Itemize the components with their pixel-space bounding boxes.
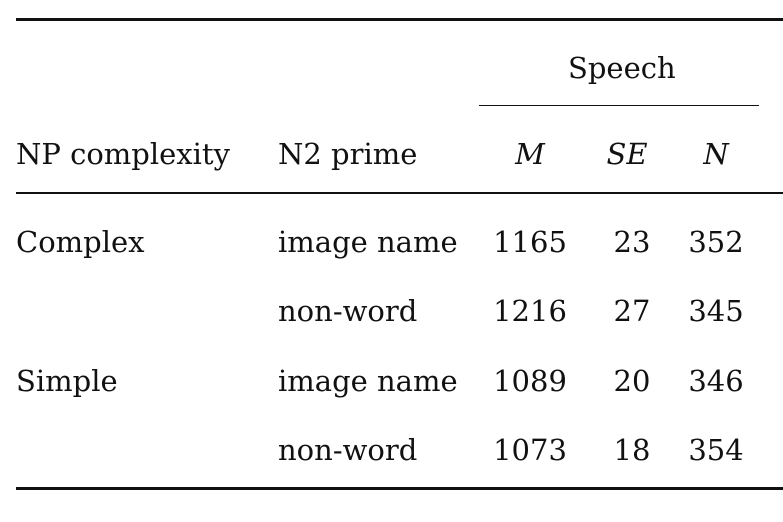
speech-group-rule xyxy=(479,105,759,106)
cell-se: 18 xyxy=(613,433,651,467)
cell-m: 1165 xyxy=(493,225,567,259)
cell-n2-prime: image name xyxy=(278,225,458,259)
bottom-rule xyxy=(16,487,783,490)
cell-se: 20 xyxy=(613,364,651,398)
cell-n: 352 xyxy=(688,225,744,259)
cell-n2-prime: image name xyxy=(278,364,458,398)
group-header-speech: Speech xyxy=(568,51,676,85)
cell-n: 345 xyxy=(688,294,744,328)
cell-n2-prime: non-word xyxy=(278,294,418,328)
column-header-n2-prime: N2 prime xyxy=(278,137,418,171)
header-rule xyxy=(16,192,783,194)
cell-m: 1216 xyxy=(493,294,567,328)
column-header-n: N xyxy=(703,137,729,171)
cell-m: 1089 xyxy=(493,364,567,398)
column-header-np-complexity: NP complexity xyxy=(16,137,230,171)
cell-np-complexity: Simple xyxy=(16,364,118,398)
cell-n: 346 xyxy=(688,364,744,398)
column-header-m: M xyxy=(515,137,545,171)
cell-n: 354 xyxy=(688,433,744,467)
cell-se: 27 xyxy=(613,294,651,328)
cell-n2-prime: non-word xyxy=(278,433,418,467)
column-header-se: SE xyxy=(606,137,648,171)
cell-m: 1073 xyxy=(493,433,567,467)
top-rule xyxy=(16,18,783,21)
cell-np-complexity: Complex xyxy=(16,225,145,259)
cell-se: 23 xyxy=(613,225,651,259)
